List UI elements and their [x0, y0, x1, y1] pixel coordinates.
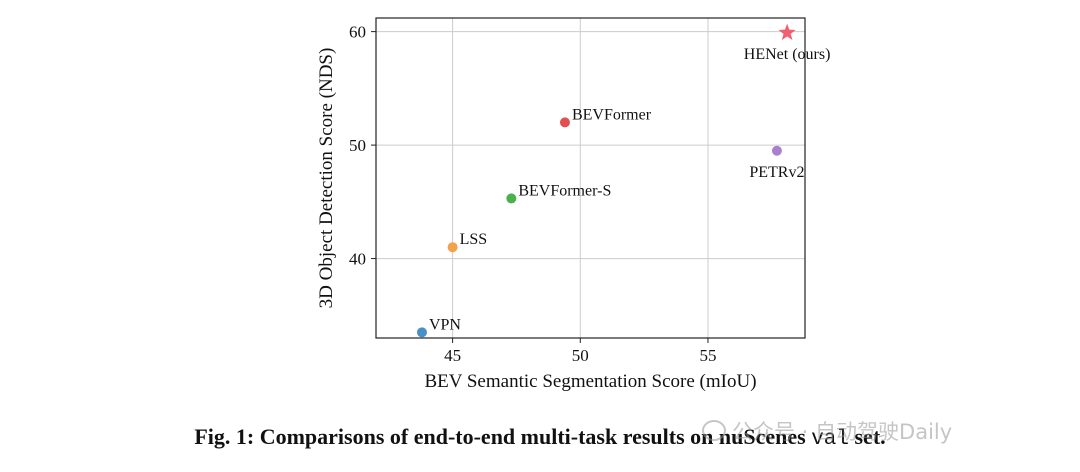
- wechat-icon: [702, 420, 726, 441]
- point-marker: [559, 117, 570, 128]
- plot-frame: [375, 17, 806, 339]
- caption-suffix: set.: [849, 424, 886, 449]
- y-axis-ticks: 40 50 60: [349, 23, 376, 269]
- y-axis-label: 3D Object Detection Score (NDS): [316, 48, 337, 309]
- x-axis-ticks: 45 50 55: [444, 338, 716, 365]
- scatter-chart: 45 50 55 40 50 60 VPN LSS BEVFormer-S BEVFormer…: [316, 17, 831, 392]
- watermark-text: 公众号 · 自动驾驶Daily: [732, 420, 953, 444]
- x-tick-label: 50: [572, 346, 589, 365]
- y-tick-label: 40: [349, 250, 366, 269]
- point-label: PETRv2: [749, 164, 804, 181]
- point-label: VPN: [429, 316, 461, 333]
- caption-mono-word: val: [811, 428, 849, 451]
- point-label: BEVFormer-S: [518, 182, 611, 199]
- point-marker: [416, 327, 427, 338]
- watermark: 公众号 · 自动驾驶Daily: [702, 416, 952, 446]
- x-tick-label: 55: [699, 346, 716, 365]
- data-points: VPN LSS BEVFormer-S BEVFormer PETRv2 HENet (o…: [416, 23, 831, 338]
- x-axis-label: BEV Semantic Segmentation Score (mIoU): [424, 371, 756, 392]
- point-marker: [447, 242, 458, 253]
- point-marker: [771, 145, 782, 156]
- point-label: HENet (ours): [744, 46, 831, 63]
- x-tick-label: 45: [444, 346, 461, 365]
- point-marker-star: [778, 23, 796, 41]
- point-label: BEVFormer: [572, 106, 652, 123]
- y-tick-label: 60: [349, 23, 366, 42]
- grid-lines: [376, 18, 805, 338]
- point-label: LSS: [460, 231, 488, 248]
- point-marker: [506, 193, 517, 204]
- y-tick-label: 50: [349, 136, 366, 155]
